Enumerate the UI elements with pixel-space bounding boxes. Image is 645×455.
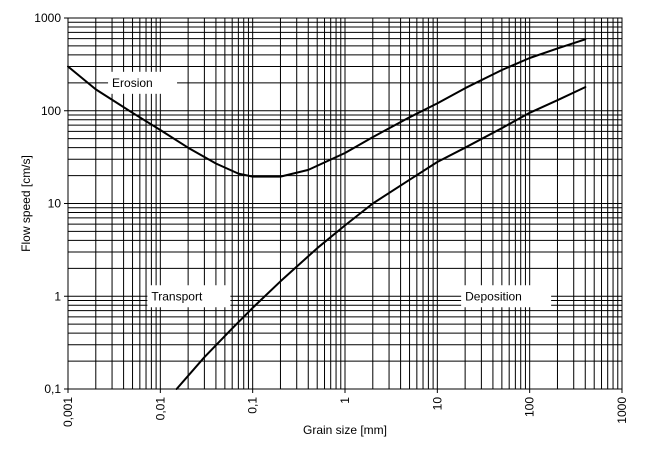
y-axis-title: Flow speed [cm/s]	[19, 155, 33, 252]
y-tick-label: 0,1	[44, 382, 61, 396]
region-label-box	[147, 285, 231, 308]
region-label: Transport	[151, 289, 203, 303]
erosion-threshold-line	[67, 38, 587, 178]
deposition-threshold-line	[175, 86, 587, 390]
x-tick-label: 1000	[615, 397, 629, 424]
series-lines	[67, 38, 587, 390]
x-tick-label: 0,001	[61, 397, 75, 427]
y-tick-labels: 0,1 1 10 100 1000	[34, 11, 61, 396]
y-tick-label: 100	[41, 104, 61, 118]
region-label: Deposition	[465, 289, 522, 303]
x-tick-label: 1	[338, 397, 352, 404]
x-tick-label: 100	[523, 397, 537, 417]
plot-area	[67, 17, 623, 390]
region-label-box	[108, 71, 178, 94]
y-tick-label: 10	[48, 197, 62, 211]
region-labels: Erosion Transport Deposition	[108, 71, 552, 308]
x-tick-label: 0,01	[153, 397, 167, 421]
x-tick-labels: 0,001 0,01 0,1 1 10 100 1000	[61, 397, 629, 427]
x-tick-label: 10	[430, 397, 444, 411]
y-tick-label: 1000	[34, 11, 61, 25]
x-tick-label: 0,1	[246, 397, 260, 414]
x-axis-title: Grain size [mm]	[303, 423, 387, 437]
region-label-box	[461, 285, 552, 308]
region-label: Erosion	[112, 76, 153, 90]
y-tick-label: 1	[54, 289, 61, 303]
